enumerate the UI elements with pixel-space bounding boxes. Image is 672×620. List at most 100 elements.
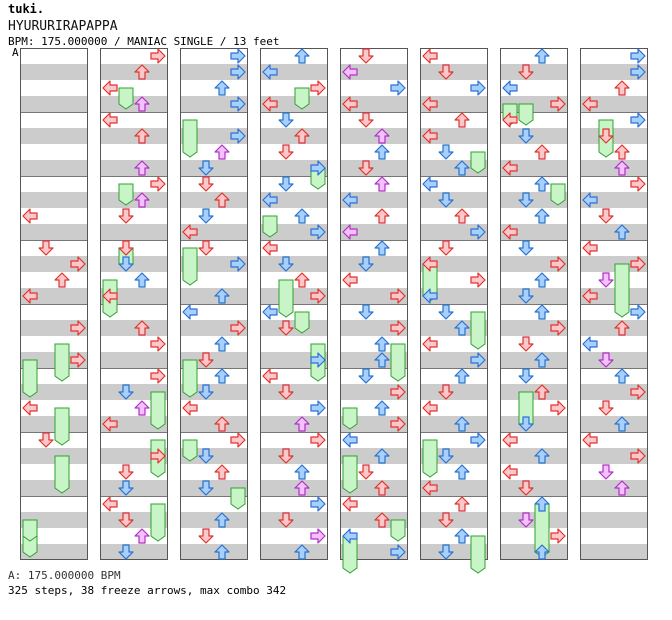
arrow-right-icon (70, 352, 86, 368)
beat-stripe (580, 64, 648, 80)
chart-column-1 (20, 48, 88, 560)
beat-stripe (340, 288, 408, 304)
arrow-left-icon (582, 432, 598, 448)
arrow-down-icon (118, 464, 134, 480)
arrow-up-icon (214, 512, 230, 528)
beat-stripe (580, 224, 648, 240)
arrow-down-icon (118, 384, 134, 400)
arrow-up-icon (534, 176, 550, 192)
arrow-up-icon (374, 336, 390, 352)
beat-stripe (580, 480, 648, 496)
beat-stripe (340, 128, 408, 144)
arrow-left-icon (422, 400, 438, 416)
arrow-right-icon (150, 448, 166, 464)
arrow-up-icon (454, 416, 470, 432)
arrow-up-icon (134, 128, 150, 144)
arrow-left-icon (262, 96, 278, 112)
arrow-down-icon (118, 544, 134, 560)
arrow-up-icon (454, 464, 470, 480)
beat-stripe (500, 448, 568, 464)
column-border (500, 48, 568, 560)
arrow-right-icon (390, 544, 406, 560)
arrow-down-icon (198, 528, 214, 544)
arrow-right-icon (470, 80, 486, 96)
arrow-down-icon (438, 144, 454, 160)
arrow-left-icon (502, 80, 518, 96)
beat-stripe (500, 544, 568, 560)
arrow-down-icon (518, 512, 534, 528)
arrow-up-icon (534, 144, 550, 160)
beat-stripe (340, 224, 408, 240)
beat-stripe (580, 256, 648, 272)
beat-stripe (580, 160, 648, 176)
arrow-right-icon (390, 320, 406, 336)
arrow-left-icon (422, 128, 438, 144)
arrow-down-icon (358, 256, 374, 272)
freeze-arrow (182, 119, 198, 158)
arrow-down-icon (598, 352, 614, 368)
arrow-up-icon (374, 176, 390, 192)
freeze-arrow (22, 359, 38, 398)
arrow-right-icon (390, 288, 406, 304)
arrow-right-icon (630, 256, 646, 272)
beat-stripe (20, 64, 88, 80)
beat-stripe (420, 512, 488, 528)
arrow-left-icon (502, 112, 518, 128)
beat-stripe (580, 416, 648, 432)
beat-stripe (100, 160, 168, 176)
arrow-up-icon (454, 112, 470, 128)
beat-stripe (260, 480, 328, 496)
beat-stripe (580, 288, 648, 304)
beat-stripe (420, 192, 488, 208)
freeze-arrow (294, 87, 310, 110)
arrow-right-icon (630, 64, 646, 80)
arrow-down-icon (38, 432, 54, 448)
arrow-up-icon (454, 368, 470, 384)
arrow-left-icon (502, 432, 518, 448)
arrow-left-icon (342, 496, 358, 512)
arrow-left-icon (262, 304, 278, 320)
beat-stripe (20, 256, 88, 272)
arrow-down-icon (518, 480, 534, 496)
beat-stripe (420, 64, 488, 80)
beat-stripe (180, 96, 248, 112)
arrow-right-icon (470, 224, 486, 240)
beat-stripe (20, 416, 88, 432)
beat-stripe (20, 480, 88, 496)
arrow-down-icon (118, 208, 134, 224)
beat-stripe (500, 512, 568, 528)
freeze-arrow (390, 343, 406, 382)
arrow-up-icon (134, 160, 150, 176)
arrow-right-icon (470, 272, 486, 288)
beat-stripe (500, 64, 568, 80)
arrow-right-icon (310, 352, 326, 368)
arrow-up-icon (214, 368, 230, 384)
arrow-down-icon (278, 512, 294, 528)
beat-stripe (500, 224, 568, 240)
arrow-up-icon (294, 480, 310, 496)
beat-stripe (100, 256, 168, 272)
freeze-arrow (262, 215, 278, 238)
beat-stripe (260, 320, 328, 336)
arrow-down-icon (358, 304, 374, 320)
arrow-up-icon (614, 80, 630, 96)
beat-stripe (100, 544, 168, 560)
arrow-down-icon (438, 544, 454, 560)
beat-stripe (260, 256, 328, 272)
arrow-right-icon (630, 112, 646, 128)
beat-stripe (180, 288, 248, 304)
arrow-down-icon (118, 512, 134, 528)
arrow-up-icon (534, 544, 550, 560)
arrow-down-icon (598, 208, 614, 224)
arrow-left-icon (22, 288, 38, 304)
arrow-right-icon (550, 320, 566, 336)
arrow-left-icon (422, 256, 438, 272)
chart-column-4 (260, 48, 328, 560)
chart-column-8 (580, 48, 648, 560)
arrow-left-icon (582, 336, 598, 352)
arrow-up-icon (454, 208, 470, 224)
arrow-left-icon (342, 96, 358, 112)
arrow-left-icon (262, 192, 278, 208)
song-title: HYURURIRAPAPPA (8, 19, 118, 34)
beat-stripe (260, 288, 328, 304)
